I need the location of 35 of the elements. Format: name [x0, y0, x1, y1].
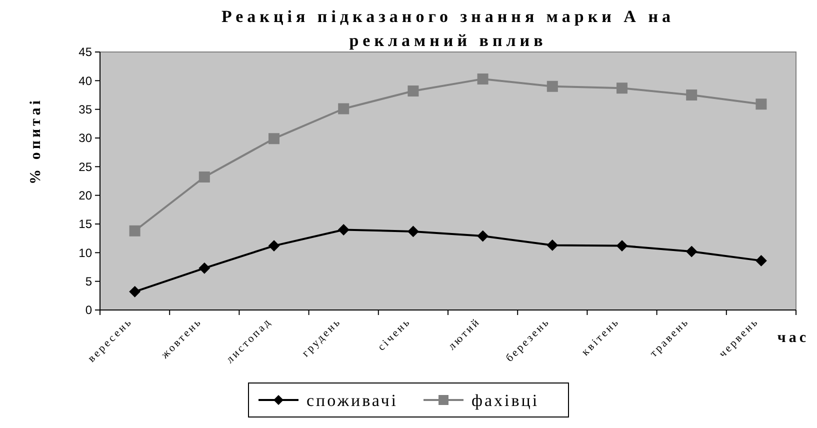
- y-tick-label: 45: [78, 45, 92, 60]
- point: [338, 224, 350, 236]
- point: [408, 85, 419, 96]
- point: [756, 98, 767, 110]
- y-tick-label: 25: [78, 160, 92, 174]
- y-tick-label: 15: [78, 217, 92, 232]
- y-tick-label: 10: [78, 246, 92, 260]
- y-tick-label: 20: [78, 188, 92, 203]
- point: [477, 73, 488, 84]
- legend-label: фахівці: [472, 390, 540, 410]
- point: [686, 90, 698, 100]
- y-tick-label: 30: [78, 131, 92, 146]
- point: [408, 226, 419, 237]
- point: [686, 246, 698, 258]
- chart-title: Реакція підказаного знання марки А на рекламний вплив: [221, 7, 675, 50]
- y-tick-label: 0: [85, 303, 92, 318]
- point: [129, 225, 140, 236]
- point: [616, 82, 628, 94]
- x-axis-title: час: [777, 330, 809, 346]
- point: [546, 240, 558, 251]
- point: [268, 133, 280, 144]
- point: [338, 103, 350, 114]
- point: [198, 171, 210, 182]
- y-axis-title: % опитаі: [28, 98, 44, 184]
- y-tick-label: 5: [85, 274, 92, 289]
- legend-label: споживачі: [306, 390, 398, 410]
- point: [616, 240, 628, 252]
- point: [129, 286, 140, 298]
- point: [756, 255, 767, 266]
- point: [546, 80, 558, 92]
- point: [268, 240, 280, 252]
- y-tick-label: 40: [78, 74, 92, 88]
- point: [477, 230, 488, 242]
- point: [198, 262, 210, 274]
- y-tick-label: 35: [78, 102, 92, 117]
